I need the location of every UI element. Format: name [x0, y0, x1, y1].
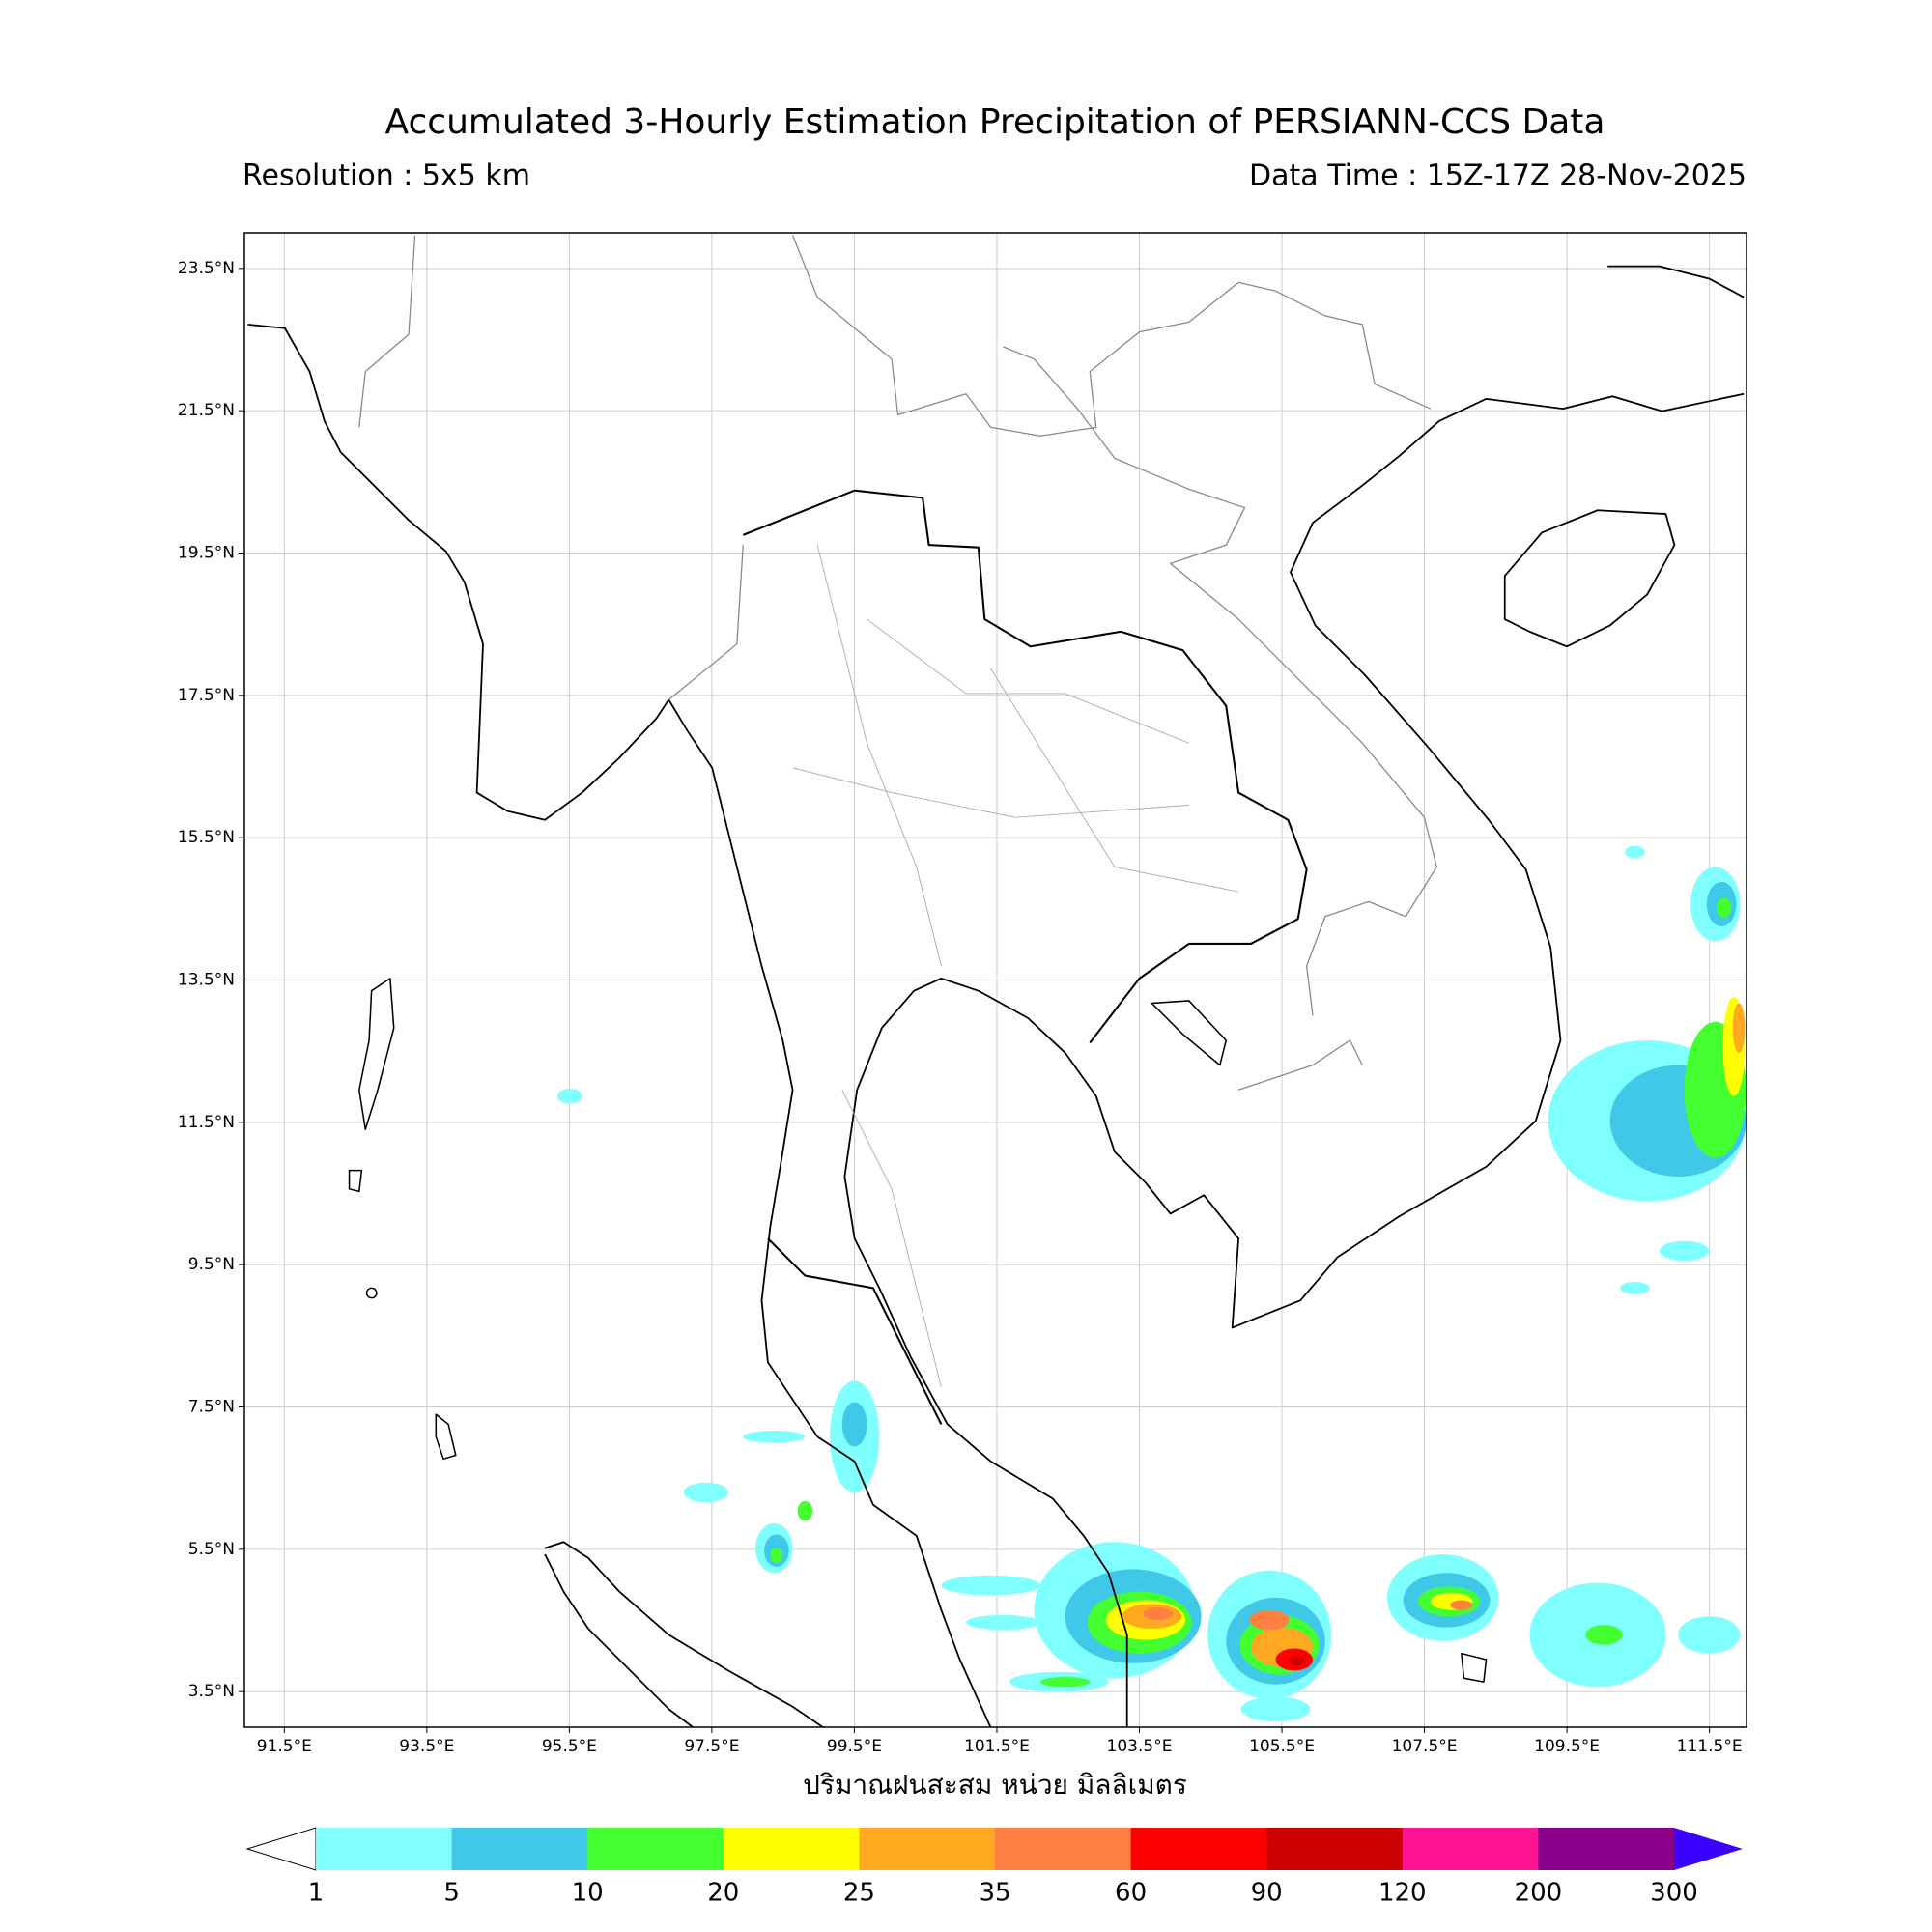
colorbar-over	[1674, 1828, 1743, 1870]
resolution: Resolution : 5x5 km	[242, 159, 530, 193]
data-time: Data Time : 15Z-17Z 28-Nov-2025	[1249, 159, 1747, 193]
rain-south	[556, 1088, 1741, 1722]
colorbar-tick-label: 10	[572, 1879, 604, 1908]
y-tick-label: 19.5°N	[178, 544, 235, 563]
colorbar-segment	[1266, 1828, 1404, 1870]
hainan-coast	[1503, 509, 1676, 648]
colorbar-label: ปริมาณฝนสะสม หน่วย มิลลิเมตร	[803, 1769, 1187, 1801]
y-tick-label: 15.5°N	[178, 828, 235, 847]
sumatra-coast	[544, 1541, 825, 1727]
colorbar-segment	[1130, 1828, 1267, 1870]
colorbar-tick-label: 300	[1650, 1879, 1698, 1908]
rain-east	[1548, 845, 1747, 1294]
y-tick-label: 7.5°N	[188, 1398, 235, 1417]
colorbar-tick-label: 25	[843, 1879, 875, 1908]
map-layer	[247, 235, 1747, 1727]
china-coast	[1607, 265, 1745, 298]
x-tick-label: 105.5°E	[1249, 1737, 1315, 1756]
y-tick-label: 11.5°N	[178, 1113, 235, 1132]
x-tick-label: 93.5°E	[399, 1737, 454, 1756]
colorbar-tick-label: 35	[979, 1879, 1010, 1908]
colorbar-tick-label: 120	[1378, 1879, 1427, 1908]
x-tick-label: 97.5°E	[684, 1737, 739, 1756]
colorbar-tick-label: 90	[1251, 1879, 1283, 1908]
thailand-border	[742, 489, 1308, 1425]
colorbar-segment	[995, 1828, 1132, 1870]
grid	[244, 233, 1747, 1727]
axes: 91.5°E 93.5°E 95.5°E 97.5°E 99.5°E 101.5°E 103…	[178, 259, 1743, 1756]
x-tick-label: 91.5°E	[257, 1737, 312, 1756]
rain-areas	[556, 845, 1747, 1722]
x-tick-label: 107.5°E	[1392, 1737, 1458, 1756]
mainland-coast	[247, 324, 1745, 1727]
colorbar-tick-label: 5	[443, 1879, 460, 1908]
x-tick-label: 99.5°E	[827, 1737, 882, 1756]
colorbar-tick-label: 60	[1115, 1879, 1147, 1908]
y-tick-label: 17.5°N	[178, 686, 235, 705]
title: Accumulated 3-Hourly Estimation Precipit…	[385, 102, 1605, 142]
colorbar-segment	[859, 1828, 996, 1870]
y-tick-label: 5.5°N	[188, 1540, 235, 1559]
x-tick-label: 95.5°E	[542, 1737, 597, 1756]
colorbar-segment	[723, 1828, 860, 1870]
colorbar-segment	[1538, 1828, 1675, 1870]
country-borders	[358, 235, 1437, 1091]
colorbar-segment	[587, 1828, 724, 1870]
x-tick-label: 101.5°E	[964, 1737, 1030, 1756]
colorbar-tick-label: 20	[707, 1879, 739, 1908]
coastlines	[247, 235, 1745, 1727]
y-tick-label: 23.5°N	[178, 259, 235, 278]
province-lines	[792, 545, 1239, 1388]
colorbar-segment	[316, 1828, 453, 1870]
colorbar: 1 5 10 20 25 35 60 90 120 200 300	[245, 1827, 1743, 1908]
y-tick-label: 9.5°N	[188, 1255, 235, 1274]
colorbar-tick-label: 1	[308, 1879, 325, 1908]
y-tick-label: 3.5°N	[188, 1682, 235, 1701]
islands	[348, 978, 1488, 1683]
y-tick-label: 21.5°N	[178, 401, 235, 420]
x-tick-label: 103.5°E	[1107, 1737, 1173, 1756]
colorbar-tick-label: 200	[1515, 1879, 1563, 1908]
y-tick-label: 13.5°N	[178, 971, 235, 990]
x-tick-label: 111.5°E	[1677, 1737, 1743, 1756]
colorbar-segment	[1402, 1828, 1539, 1870]
x-tick-label: 109.5°E	[1534, 1737, 1600, 1756]
colorbar-segment	[451, 1828, 588, 1870]
